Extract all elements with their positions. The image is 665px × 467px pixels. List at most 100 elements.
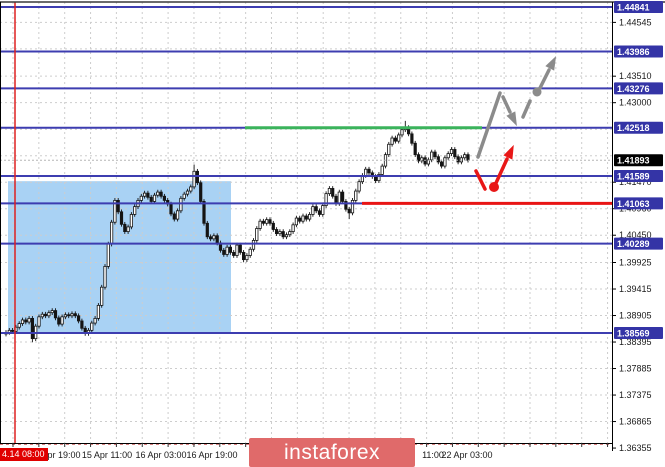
level-price-label-bg: [614, 326, 663, 339]
x-tick-label: 11:00: [422, 450, 444, 460]
candle-body: [466, 154, 470, 161]
candle-body: [116, 199, 120, 213]
candle-body: [364, 168, 368, 176]
candle-body: [189, 186, 193, 192]
y-tick-label: 1.43000: [619, 98, 652, 108]
candle-body: [37, 316, 41, 327]
candle-body: [139, 195, 143, 201]
candle-body: [255, 228, 259, 241]
candle-body: [350, 199, 355, 214]
candle-body: [347, 208, 351, 214]
candle-body: [60, 316, 64, 325]
level-price-label-bg: [614, 121, 663, 134]
candle-body: [10, 329, 15, 332]
y-tick-label: 1.43510: [619, 71, 652, 81]
candle-body: [208, 236, 213, 240]
candle-body: [453, 149, 457, 158]
candle-body: [410, 133, 414, 144]
candle-body: [133, 206, 137, 215]
candle-body: [24, 319, 28, 323]
candle-body: [129, 214, 133, 228]
candle-body: [288, 231, 292, 236]
y-tick-label: 1.37375: [619, 390, 652, 400]
candle-body: [192, 170, 196, 188]
candle-body: [238, 244, 242, 253]
gray-forecast-arrow-shaft: [476, 91, 502, 159]
candle-body: [274, 229, 279, 235]
gray-forecast-arrow-shaft: [501, 95, 512, 114]
candle-body: [228, 246, 232, 253]
x-tick-label: 16 Apr 03:00: [135, 450, 186, 460]
gray-forecast-arrow-shaft: [538, 68, 551, 90]
candle-body: [420, 157, 424, 162]
candle-body: [456, 156, 460, 163]
candle-body: [449, 149, 454, 155]
x-tick-label: 14 Apr 19:00: [29, 450, 80, 460]
candle-body: [298, 217, 302, 222]
candle-body: [436, 156, 440, 163]
level-price-label-bg: [614, 197, 663, 210]
candle-body: [423, 157, 427, 165]
candle-body: [70, 313, 74, 317]
candle-body: [162, 195, 166, 201]
candle-body: [142, 192, 147, 197]
candle-body: [90, 322, 94, 331]
candle-body: [123, 223, 127, 232]
red-forecast-arrow-shaft: [494, 157, 509, 185]
candle-body: [278, 231, 282, 235]
y-tick-label: 1.44545: [619, 17, 652, 27]
candle-body: [390, 137, 394, 145]
candle-body: [119, 211, 124, 225]
candle-body: [321, 205, 325, 215]
instaforex-watermark: instaforex: [249, 438, 415, 467]
level-price-label: 1.42518: [617, 123, 650, 133]
candle-body: [393, 137, 398, 142]
candle-body: [215, 235, 219, 244]
y-tick-label: 1.40450: [619, 230, 652, 240]
candle-body: [357, 181, 361, 192]
candle-body: [317, 210, 322, 215]
level-price-label: 1.43986: [617, 47, 650, 57]
red-forecast-arrow-shaft: [474, 169, 487, 191]
candle-body: [185, 190, 190, 195]
candle-body: [304, 215, 308, 220]
candle-body: [281, 231, 285, 238]
candle-body: [212, 235, 216, 240]
candle-body: [400, 129, 404, 136]
candle-body: [113, 199, 117, 223]
candle-body: [377, 174, 381, 182]
y-tick-label: 1.41470: [619, 177, 652, 187]
candle-body: [40, 313, 44, 318]
candle-body: [103, 266, 107, 288]
candle-body: [156, 191, 160, 196]
candle-body: [175, 210, 180, 220]
level-price-label-bg: [614, 45, 663, 58]
level-price-label-bg: [614, 1, 663, 13]
level-price-label: 1.41063: [617, 199, 650, 209]
candle-body: [222, 249, 226, 255]
candle-body: [340, 191, 345, 202]
candle-body: [110, 221, 114, 245]
candle-body: [57, 317, 61, 325]
candle-body: [182, 193, 186, 199]
candle-body: [271, 222, 275, 230]
candle-body: [225, 246, 229, 255]
candle-body: [433, 151, 437, 158]
candle-body: [413, 142, 417, 156]
level-price-label: 1.41589: [617, 172, 650, 182]
candle-body: [44, 313, 48, 317]
candle-body: [149, 196, 153, 202]
gray-forecast-arrow-dot: [532, 87, 542, 97]
candle-body: [152, 194, 157, 202]
candle-body: [245, 255, 249, 261]
candle-body: [344, 201, 348, 210]
candle-body: [284, 234, 289, 238]
candle-body: [311, 206, 315, 215]
x-tick-label: 15 Apr 11:00: [82, 450, 132, 460]
gray-forecast-arrow-shaft: [521, 99, 532, 119]
candle-body: [27, 317, 31, 323]
candle-body: [367, 168, 371, 174]
x-tick-label: 16 Apr 19:00: [186, 450, 237, 460]
